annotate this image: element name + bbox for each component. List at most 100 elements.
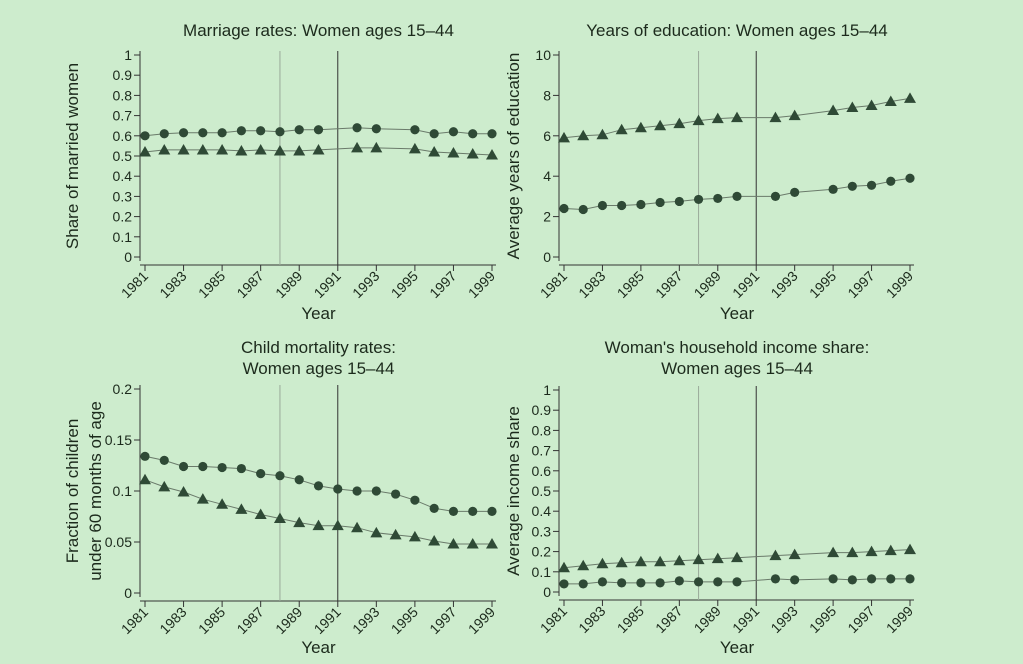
x-tick-label: 1985 (614, 603, 647, 636)
data-point-circle (866, 574, 877, 584)
data-point-circle (790, 187, 800, 197)
x-tick-label: 1999 (465, 268, 498, 301)
y-tick-label: 0.3 (532, 523, 552, 539)
data-point-triangle (177, 486, 190, 497)
data-point-triangle (654, 119, 667, 131)
data-point-circle (559, 203, 569, 214)
data-point-circle (617, 578, 627, 588)
data-point-triangle (711, 112, 724, 124)
data-point-triangle (731, 111, 743, 123)
data-point-triangle (486, 148, 498, 160)
y-tick-label: 0.1 (113, 483, 133, 499)
data-point-triangle (235, 503, 248, 514)
data-point-triangle (216, 498, 229, 509)
x-tick-label: 1993 (767, 603, 800, 636)
x-tick-label: 1995 (806, 603, 839, 636)
y-tick-label: 0.7 (113, 108, 133, 124)
data-point-circle (236, 463, 246, 474)
data-point-triangle (370, 526, 383, 538)
data-point-triangle (158, 480, 171, 492)
data-point-circle (275, 471, 285, 481)
chart-title-line: Child mortality rates: (241, 338, 396, 357)
x-tick-label: 1991 (311, 604, 344, 637)
data-point-circle (578, 579, 588, 589)
x-axis-label: Year (301, 304, 336, 323)
data-point-triangle (692, 553, 705, 565)
x-tick-label: 1993 (767, 268, 800, 301)
data-point-triangle (788, 548, 801, 560)
y-tick-label: 1 (124, 47, 132, 63)
data-point-triangle (692, 114, 705, 126)
data-point-triangle (254, 143, 267, 155)
x-tick-label: 1989 (272, 268, 305, 301)
data-point-circle (617, 200, 627, 211)
data-point-triangle (769, 111, 782, 123)
data-point-circle (847, 181, 857, 191)
x-tick-label: 1985 (614, 268, 647, 301)
x-tick-label: 1983 (156, 604, 189, 637)
chart-title-line: Years of education: Women ages 15–44 (586, 21, 888, 40)
data-point-triangle (711, 552, 724, 564)
y-tick-label: 10 (535, 47, 551, 63)
data-point-triangle (596, 128, 609, 140)
data-point-circle (217, 462, 227, 473)
panel-income-share: Woman's household income share: Women age… (504, 338, 916, 657)
x-tick-label: 1983 (575, 603, 608, 636)
data-point-triangle (846, 546, 859, 558)
data-point-triangle (351, 521, 364, 533)
data-point-triangle (788, 109, 801, 121)
data-point-triangle (293, 516, 306, 528)
x-tick-label: 1985 (195, 268, 228, 301)
data-point-triangle (447, 146, 460, 158)
y-tick-label: 1 (543, 382, 551, 398)
data-point-triangle (904, 92, 916, 103)
data-point-circle (448, 127, 459, 137)
x-tick-label: 1995 (388, 604, 421, 637)
y-tick-label: 0.5 (532, 483, 552, 499)
y-tick-label: 0 (124, 249, 132, 265)
data-point-circle (198, 461, 208, 472)
data-point-circle (713, 577, 723, 587)
y-tick-label: 2 (543, 209, 551, 225)
data-point-triangle (673, 554, 686, 566)
data-point-triangle (139, 473, 151, 485)
data-point-circle (790, 575, 800, 585)
x-axis-label: Year (301, 638, 336, 657)
y-tick-label: 0.8 (113, 87, 133, 103)
data-point-triangle (577, 129, 590, 141)
data-point-circle (674, 196, 684, 207)
x-tick-label: 1997 (844, 603, 877, 636)
data-point-circle (905, 574, 915, 584)
y-axis-label: Average years of education (504, 53, 523, 260)
data-point-circle (468, 129, 478, 139)
x-tick-label: 1991 (729, 268, 762, 301)
data-point-circle (828, 574, 838, 584)
y-tick-label: 0.3 (113, 188, 133, 204)
data-point-circle (828, 184, 838, 194)
data-point-circle (487, 129, 497, 139)
x-tick-label: 1987 (233, 268, 266, 301)
data-point-circle (597, 200, 608, 211)
data-point-circle (217, 128, 227, 138)
data-point-triangle (158, 143, 171, 155)
y-axis-label: Fraction of children (63, 419, 82, 564)
data-point-circle (159, 455, 169, 465)
data-point-triangle (370, 141, 383, 153)
data-point-circle (410, 125, 420, 135)
data-point-triangle (673, 117, 686, 129)
data-point-triangle (235, 144, 248, 156)
x-tick-label: 1983 (156, 268, 189, 301)
data-point-triangle (389, 528, 402, 540)
data-point-circle (468, 506, 478, 516)
data-point-circle (636, 578, 646, 588)
data-point-triangle (196, 143, 209, 155)
chart-title-line: Woman's household income share: (605, 338, 870, 357)
data-point-triangle (351, 141, 364, 153)
data-point-circle (178, 461, 189, 472)
x-tick-label: 1981 (537, 603, 570, 636)
data-point-circle (448, 506, 459, 516)
data-point-triangle (196, 493, 209, 504)
x-tick-label: 1989 (272, 604, 305, 637)
data-point-circle (905, 173, 915, 183)
